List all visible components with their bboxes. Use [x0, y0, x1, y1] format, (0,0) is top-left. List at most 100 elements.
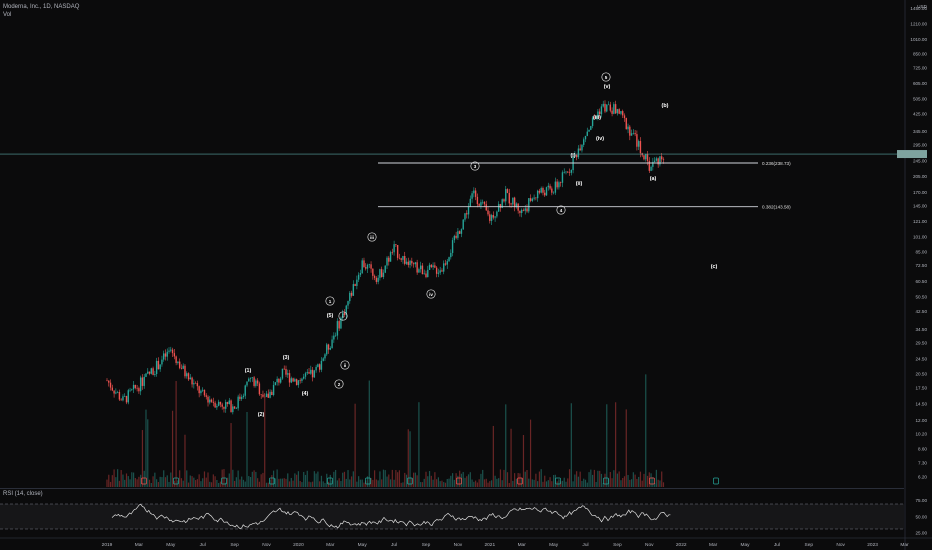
candle-body — [391, 252, 394, 253]
x-tick-label: Nov — [836, 542, 845, 548]
candle-body — [295, 379, 298, 386]
volume-bar — [111, 475, 113, 487]
volume-bar — [358, 476, 360, 487]
volume-bar — [482, 469, 484, 487]
volume-bar — [297, 471, 299, 487]
candle-body — [574, 154, 576, 157]
candle-body — [586, 131, 588, 136]
volume-bar — [498, 478, 500, 487]
candle-body — [290, 378, 293, 383]
candle-body — [184, 365, 186, 377]
volume-bar — [654, 482, 656, 487]
volume-bar — [623, 476, 626, 487]
volume-bar — [271, 475, 273, 487]
volume-bar — [249, 476, 252, 487]
candle-body — [402, 256, 404, 260]
candle-body — [535, 197, 537, 199]
candle-body — [223, 406, 225, 409]
candle-body — [324, 354, 326, 359]
volume-bar — [606, 404, 608, 487]
candle-body — [249, 377, 252, 379]
candle-body — [489, 214, 491, 221]
volume-bar — [469, 472, 471, 487]
candle-body — [497, 204, 500, 212]
candle-body — [122, 396, 124, 401]
wave-label: (b) — [662, 103, 669, 109]
candle-body — [450, 252, 452, 258]
candle-body — [485, 204, 487, 211]
candle-body — [318, 364, 321, 370]
wave-label: i — [342, 314, 343, 319]
volume-bar — [363, 482, 365, 487]
wave-circle — [601, 72, 611, 82]
volume-bar — [613, 470, 615, 487]
candle-body — [228, 400, 230, 405]
volume-bar — [170, 472, 172, 487]
volume-bar — [168, 481, 170, 487]
wave-label: iii — [370, 235, 374, 240]
symbol-title: Moderna, Inc., 1D, NASDAQ — [3, 4, 80, 10]
volume-bar — [531, 479, 533, 487]
volume-bar — [189, 475, 191, 487]
y-tick-label: 14.50 — [916, 402, 928, 407]
volume-bar — [214, 476, 216, 487]
volume-bar — [143, 470, 145, 487]
volume-bar — [457, 475, 459, 487]
volume-bar — [317, 471, 319, 487]
volume-bar — [602, 482, 604, 487]
volume-bar — [503, 469, 505, 487]
volume-bar — [609, 472, 611, 487]
candle-body — [503, 199, 505, 202]
candle-body — [194, 383, 197, 384]
candle-body — [226, 402, 229, 405]
candle-body — [340, 317, 342, 329]
volume-bar — [326, 473, 328, 487]
candle-body — [591, 117, 594, 127]
candle-body — [421, 265, 424, 275]
wave-label: (2) — [258, 412, 265, 418]
x-tick-label: Sep — [230, 542, 239, 548]
candle-body — [458, 231, 461, 234]
x-tick-label: 2021 — [484, 542, 495, 548]
volume-bar — [342, 472, 344, 487]
candle-body — [359, 273, 362, 275]
candle-body — [164, 353, 167, 357]
volume-bar — [124, 479, 126, 487]
volume-bar — [583, 478, 585, 487]
candle-body — [568, 172, 571, 174]
x-tick-label: Jul — [582, 542, 588, 548]
candle-body — [469, 198, 472, 207]
volume-bar — [515, 478, 517, 487]
candle-body — [216, 405, 218, 408]
candle-body — [322, 358, 324, 361]
volume-bar — [182, 480, 184, 487]
volume-bar — [195, 480, 197, 487]
candle-body — [239, 396, 241, 399]
volume-bar — [150, 482, 152, 487]
candle-body — [595, 116, 597, 119]
volume-bar — [625, 409, 627, 487]
volume-bar — [448, 478, 450, 487]
candle-body — [606, 104, 608, 112]
wave-label: (a) — [650, 176, 657, 182]
y-tick-label: 205.00 — [913, 174, 927, 179]
candle-body — [299, 380, 301, 381]
volume-bar — [191, 476, 193, 487]
candle-body — [357, 274, 360, 280]
candle-body — [281, 368, 284, 379]
volume-bar — [164, 477, 167, 487]
volume-bar — [522, 435, 525, 487]
volume-bar — [425, 471, 427, 487]
candle-body — [196, 383, 199, 387]
candle-body — [398, 257, 401, 259]
volume-bar — [374, 470, 376, 487]
volume-bar — [349, 479, 351, 487]
candle-body — [148, 371, 151, 374]
volume-bar — [547, 480, 549, 487]
candle-body — [347, 301, 349, 306]
volume-bar — [471, 479, 473, 487]
rsi-tick-label: 25.00 — [916, 531, 928, 536]
candle-body — [653, 160, 656, 163]
candle-body — [113, 390, 115, 394]
